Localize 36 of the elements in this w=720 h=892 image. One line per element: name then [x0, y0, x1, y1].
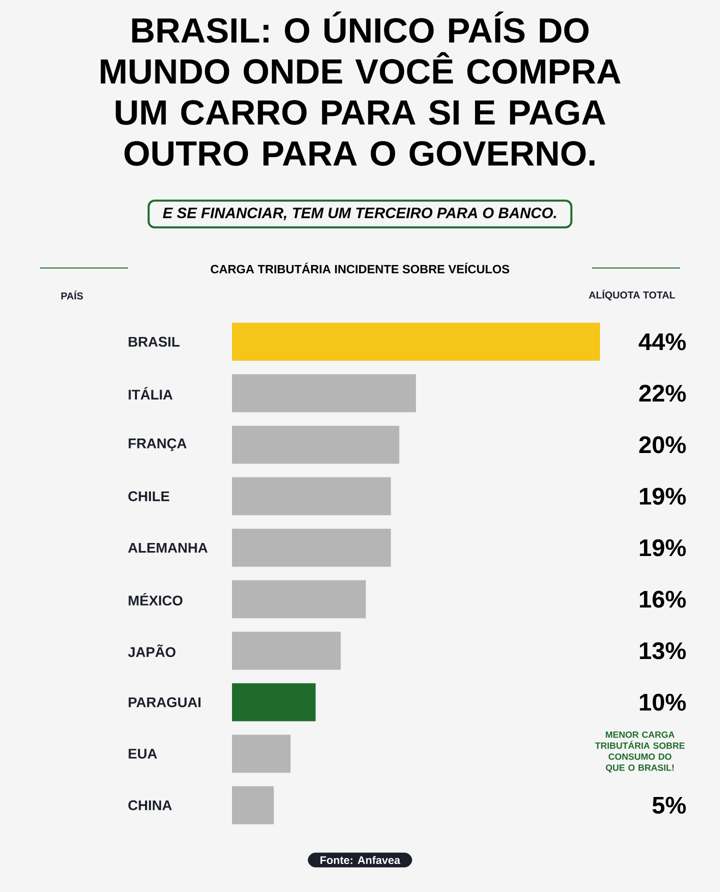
bar: [232, 528, 391, 567]
y-tick-label: CHINA: [128, 800, 172, 810]
chart-subtitle: E SE FINANCIAR, TEM UM TERCEIRO PARA O BANCO.: [162, 208, 556, 220]
bar: [232, 374, 416, 412]
bar: [232, 632, 341, 670]
data-label: 10%: [640, 694, 686, 711]
data-label: 20%: [639, 436, 686, 454]
y-tick-label: BRASIL: [128, 336, 180, 347]
data-label: 19%: [640, 539, 686, 556]
y-tick-label: FRANÇA: [128, 438, 187, 452]
data-label: 22%: [639, 384, 686, 402]
bar: [232, 580, 366, 618]
text: CARGA TRIBUTÁRIA INCIDENTE SOBRE VEÍCULOS: [210, 262, 510, 274]
bar: [232, 477, 391, 516]
data-label: 5%: [652, 796, 686, 814]
data-label: 44%: [638, 333, 686, 350]
y-tick-label: ALEMANHA: [128, 542, 208, 553]
annotation: MENOR CARGA TRIBUTÁRIA SOBRE CONSUMO DO QUE O BRASIL!: [595, 731, 685, 773]
data-label: 19%: [640, 488, 686, 505]
bar: [232, 786, 274, 824]
data-label: 13%: [640, 642, 686, 660]
source-note: Fonte: Anfavea: [320, 856, 400, 864]
y-tick-label: ITÁLIA: [128, 387, 173, 400]
y-tick-label: MÉXICO: [128, 592, 182, 606]
chart-title: BRASIL: O ÚNICO PAÍS DO MUNDO ONDE VOCÊ COMPRA UM CARRO PARA SI E PAGA OUTRO PARA O GOVERNO.: [100, 12, 621, 166]
y-tick-label: EUA: [128, 748, 157, 759]
y-tick-label: JAPÃO: [128, 644, 176, 658]
y-tick-label: PARAGUAI: [128, 697, 200, 708]
text: PAÍS: [61, 290, 83, 300]
text: ALÍQUOTA TOTAL: [588, 290, 676, 300]
bar: [232, 683, 316, 722]
bar: [232, 322, 600, 361]
bar: [232, 734, 291, 773]
bar: [232, 426, 400, 464]
y-tick-label: CHILE: [128, 491, 170, 502]
data-label: 16%: [640, 590, 686, 608]
